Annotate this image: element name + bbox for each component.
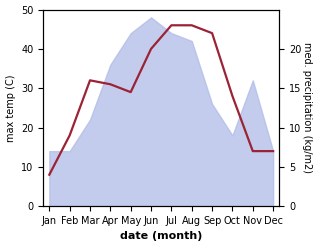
Y-axis label: med. precipitation (kg/m2): med. precipitation (kg/m2) bbox=[302, 42, 313, 173]
X-axis label: date (month): date (month) bbox=[120, 231, 203, 242]
Y-axis label: max temp (C): max temp (C) bbox=[5, 74, 16, 142]
